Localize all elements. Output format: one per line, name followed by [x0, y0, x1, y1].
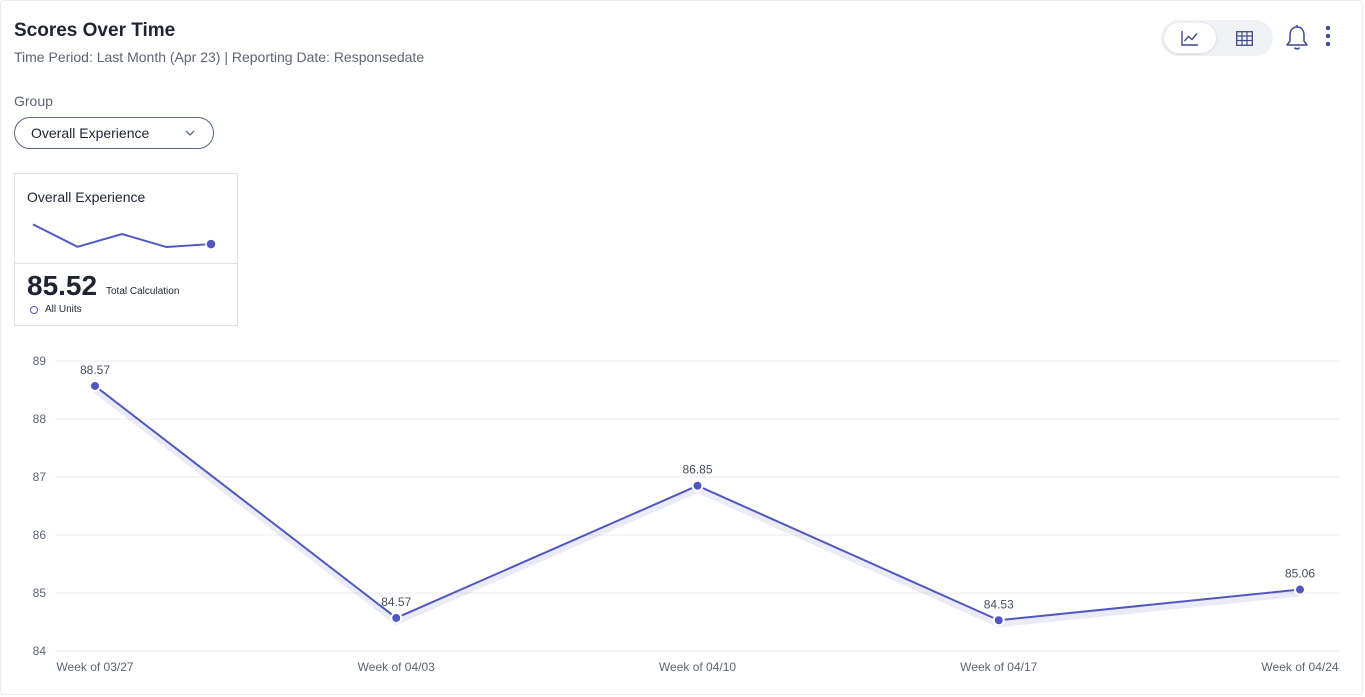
y-tick-label: 88 — [33, 412, 47, 426]
y-tick-label: 89 — [33, 354, 47, 368]
line-chart-icon — [1181, 31, 1198, 46]
data-label: 88.57 — [80, 363, 110, 377]
y-tick-label: 85 — [33, 586, 47, 600]
x-tick-label: Week of 04/10 — [659, 660, 736, 674]
series-line-shadow — [93, 387, 1301, 628]
chart-view-button[interactable] — [1164, 23, 1216, 53]
chevron-down-icon — [185, 130, 195, 136]
summary-card-title: Overall Experience — [27, 189, 146, 205]
bell-icon — [1286, 25, 1308, 50]
y-tick-label: 86 — [33, 528, 47, 542]
data-label: 84.53 — [984, 597, 1014, 611]
group-select[interactable]: Overall Experience — [14, 117, 214, 149]
summary-calc-label: Total Calculation — [106, 286, 180, 297]
y-tick-label: 87 — [33, 470, 47, 484]
x-tick-label: Week of 03/27 — [56, 660, 133, 674]
data-point — [992, 614, 1005, 627]
data-point — [89, 379, 101, 392]
sparkline-end-dot — [205, 238, 217, 250]
x-tick-label: Week of 04/03 — [358, 660, 435, 674]
group-filter-label: Group — [14, 93, 53, 109]
data-label: 85.06 — [1285, 567, 1315, 581]
page-subtitle: Time Period: Last Month (Apr 23) | Repor… — [14, 49, 425, 65]
summary-unit-label: All Units — [45, 304, 82, 315]
table-grid-icon — [1235, 30, 1253, 46]
page-title: Scores Over Time — [14, 20, 176, 41]
card-divider — [15, 263, 237, 264]
unit-legend-marker — [30, 306, 38, 314]
y-tick-label: 84 — [33, 644, 47, 658]
more-vertical-icon — [1325, 25, 1331, 47]
more-options-button[interactable] — [1318, 24, 1338, 50]
data-point — [1294, 583, 1306, 596]
series-line — [94, 385, 1301, 622]
data-label: 84.57 — [381, 595, 411, 609]
summary-value: 85.52 — [27, 270, 98, 301]
group-select-value: Overall Experience — [31, 125, 150, 141]
view-toggle — [1161, 20, 1273, 56]
data-point — [691, 479, 704, 492]
x-tick-label: Week of 04/17 — [960, 660, 1037, 674]
data-point — [390, 611, 403, 624]
summary-card[interactable]: Overall Experience 85.52 Total Calculati… — [14, 173, 238, 326]
sparkline — [32, 223, 217, 250]
x-tick-label: Week of 04/24 — [1261, 660, 1338, 674]
data-label: 86.85 — [682, 463, 712, 477]
alerts-button[interactable] — [1284, 24, 1310, 52]
line-chart: 84 85 86 87 88 89 Week of 03/27 Week of 04/03 We… — [33, 354, 1340, 674]
table-view-button[interactable] — [1218, 23, 1270, 53]
sparkline-path — [32, 223, 212, 249]
